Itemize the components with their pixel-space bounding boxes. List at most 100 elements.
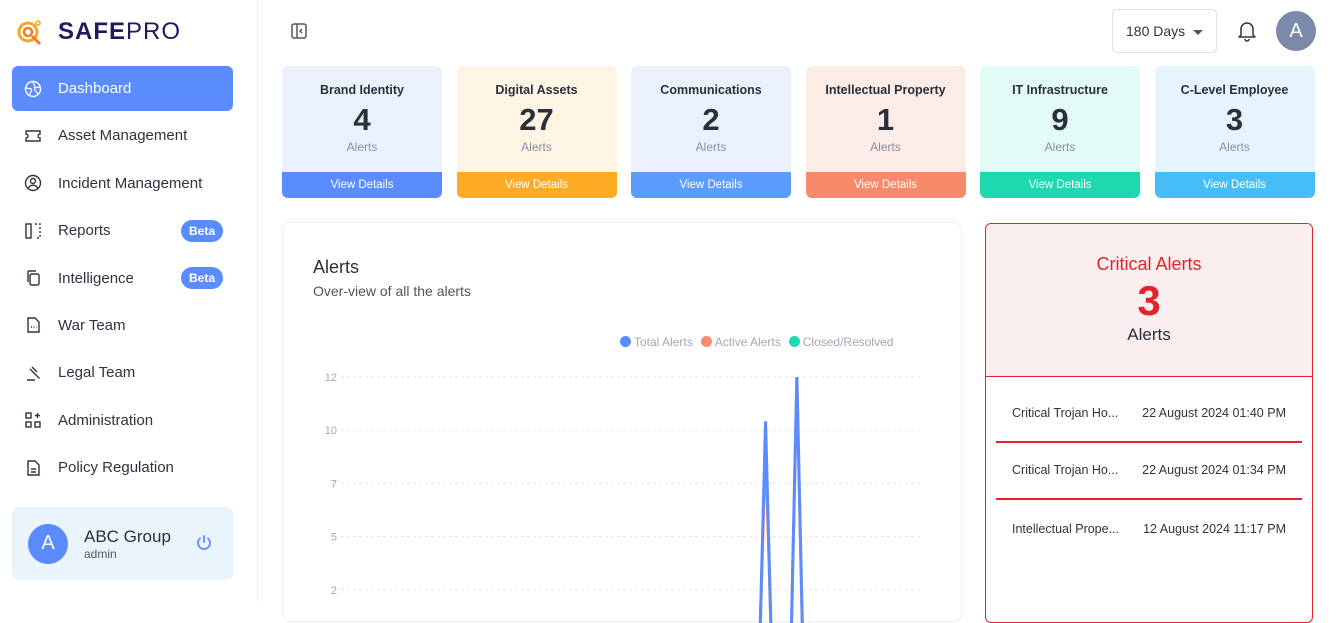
view-details-button[interactable]: View Details — [282, 172, 442, 198]
user-card: A ABC Group admin — [12, 507, 233, 580]
sidebar-item-intelligence[interactable]: Intelligence Beta — [12, 256, 233, 301]
critical-unit: Alerts — [1127, 325, 1171, 344]
y-tick-label: 5 — [331, 532, 337, 544]
sidebar-item-label: Intelligence — [58, 269, 134, 287]
sidebar-item-label: Reports — [58, 222, 111, 240]
sidebar-item-reports[interactable]: Reports Beta — [12, 208, 233, 253]
card-count: 9 — [1051, 102, 1069, 137]
view-details-button[interactable]: View Details — [631, 172, 791, 198]
card-title: Digital Assets — [495, 83, 578, 97]
power-icon[interactable] — [195, 534, 213, 552]
card-unit: Alerts — [1219, 140, 1250, 154]
sidebar-item-legal-team[interactable]: Legal Team — [12, 350, 233, 395]
copy-icon — [24, 269, 42, 287]
view-details-button[interactable]: View Details — [456, 172, 617, 198]
card-brand-identity: Brand Identity 4 Alerts View Details — [282, 66, 442, 198]
view-details-button[interactable]: View Details — [980, 172, 1140, 198]
date-range-select[interactable]: 180 Days — [1112, 9, 1217, 53]
card-it-infrastructure: IT Infrastructure 9 Alerts View Details — [980, 66, 1140, 198]
beta-badge: Beta — [180, 267, 223, 290]
gavel-icon — [24, 364, 42, 382]
card-c-level-employee: C-Level Employee 3 Alerts View Details — [1154, 66, 1315, 198]
columns-icon — [24, 222, 42, 240]
aperture-icon — [24, 80, 42, 98]
beta-badge: Beta — [180, 219, 223, 242]
legend-dot — [700, 336, 712, 347]
y-tick-label: 12 — [325, 372, 337, 384]
critical-title: Critical Alerts — [1096, 254, 1202, 274]
safepro-logo-icon — [17, 20, 42, 46]
sidebar-item-incident-management[interactable]: Incident Management — [12, 161, 233, 206]
sidebar-nav: Dashboard Asset Management Incident Manage… — [12, 66, 233, 493]
brand-suffix: PRO — [126, 18, 182, 45]
user-name: ABC Group — [84, 526, 171, 546]
sidebar-item-label: Legal Team — [58, 364, 136, 382]
y-tick-label: 10 — [325, 425, 337, 437]
critical-count: 3 — [1137, 277, 1161, 324]
critical-alert-item[interactable]: Critical Trojan Ho... 22 August 2024 01:4… — [996, 385, 1302, 443]
profile-avatar[interactable]: A — [1276, 11, 1316, 51]
card-unit: Alerts — [870, 140, 901, 154]
view-details-button[interactable]: View Details — [805, 172, 966, 198]
user-circle-icon — [24, 174, 42, 192]
card-intellectual-property: Intellectual Property 1 Alerts View Details — [805, 66, 966, 198]
sidebar-item-administration[interactable]: Administration — [12, 398, 233, 443]
alerts-chart-panel: Alerts Over-view of all the alerts Total… — [282, 222, 962, 623]
alert-name: Critical Trojan Ho... — [1012, 463, 1119, 478]
card-count: 3 — [1225, 102, 1244, 137]
sidebar: SAFEPRO Dashboard Asset Management Inciden… — [0, 0, 258, 601]
card-title: Intellectual Property — [825, 83, 946, 97]
sidebar-item-label: Administration — [58, 411, 154, 429]
card-count: 2 — [702, 102, 720, 137]
card-unit: Alerts — [1044, 140, 1076, 154]
grid-plus-icon — [24, 411, 42, 429]
series-line-active-alerts — [758, 376, 804, 623]
card-unit: Alerts — [695, 140, 727, 154]
card-title: Communications — [660, 83, 762, 97]
sidebar-item-label: Asset Management — [58, 127, 188, 145]
sidebar-item-label: War Team — [58, 316, 126, 334]
alerts-line-chart: 12 10 7 5 2 — [325, 372, 921, 623]
chart-legend: Total Alerts Active Alerts Closed/Resolved — [620, 335, 893, 349]
card-title: C-Level Employee — [1180, 83, 1289, 97]
legend-dot — [788, 336, 800, 347]
y-tick-label: 2 — [331, 585, 337, 597]
critical-alert-item[interactable]: Critical Trojan Ho... 22 August 2024 01:3… — [996, 443, 1302, 500]
logo[interactable]: SAFEPRO — [16, 18, 181, 46]
file-dots-icon — [24, 316, 42, 334]
card-digital-assets: Digital Assets 27 Alerts View Details — [456, 66, 617, 198]
series-line-total-alerts — [758, 376, 804, 623]
document-icon — [24, 459, 42, 477]
critical-alert-item[interactable]: Intellectual Prope... 12 August 2024 11:1… — [996, 500, 1302, 558]
card-title: Brand Identity — [319, 83, 405, 97]
card-unit: Alerts — [346, 140, 378, 154]
alert-date: 22 August 2024 01:40 PM — [1142, 405, 1286, 420]
bell-icon[interactable] — [1237, 20, 1257, 42]
legend-item[interactable]: Active Alerts — [700, 335, 781, 349]
critical-alerts-panel: Critical Alerts 3 Alerts Critical Trojan… — [985, 223, 1313, 623]
brand-name: SAFE — [58, 18, 127, 45]
sidebar-item-war-team[interactable]: War Team — [12, 303, 233, 348]
sidebar-item-policy-regulation[interactable]: Policy Regulation — [12, 445, 233, 490]
legend-item[interactable]: Total Alerts — [620, 335, 693, 349]
y-tick-label: 7 — [331, 478, 337, 490]
sidebar-item-asset-management[interactable]: Asset Management — [12, 113, 233, 158]
user-role: admin — [84, 546, 117, 561]
panel-subtitle: Over-view of all the alerts — [313, 283, 471, 299]
card-communications: Communications 2 Alerts View Details — [631, 66, 791, 198]
avatar: A — [28, 523, 68, 564]
view-details-button[interactable]: View Details — [1154, 172, 1315, 198]
card-count: 4 — [353, 102, 371, 137]
alert-name: Critical Trojan Ho... — [1012, 405, 1119, 420]
sidebar-toggle-icon[interactable] — [290, 22, 308, 40]
card-title: IT Infrastructure — [1012, 83, 1108, 97]
sidebar-item-label: Incident Management — [58, 174, 203, 192]
legend-item[interactable]: Closed/Resolved — [788, 335, 893, 349]
sidebar-item-dashboard[interactable]: Dashboard — [12, 66, 233, 111]
sidebar-item-label: Policy Regulation — [58, 459, 174, 477]
card-unit: Alerts — [521, 140, 552, 154]
sidebar-item-label: Dashboard — [58, 80, 132, 97]
card-count: 27 — [519, 102, 554, 137]
alert-name: Intellectual Prope... — [1012, 521, 1120, 536]
alert-date: 12 August 2024 11:17 PM — [1143, 521, 1286, 536]
